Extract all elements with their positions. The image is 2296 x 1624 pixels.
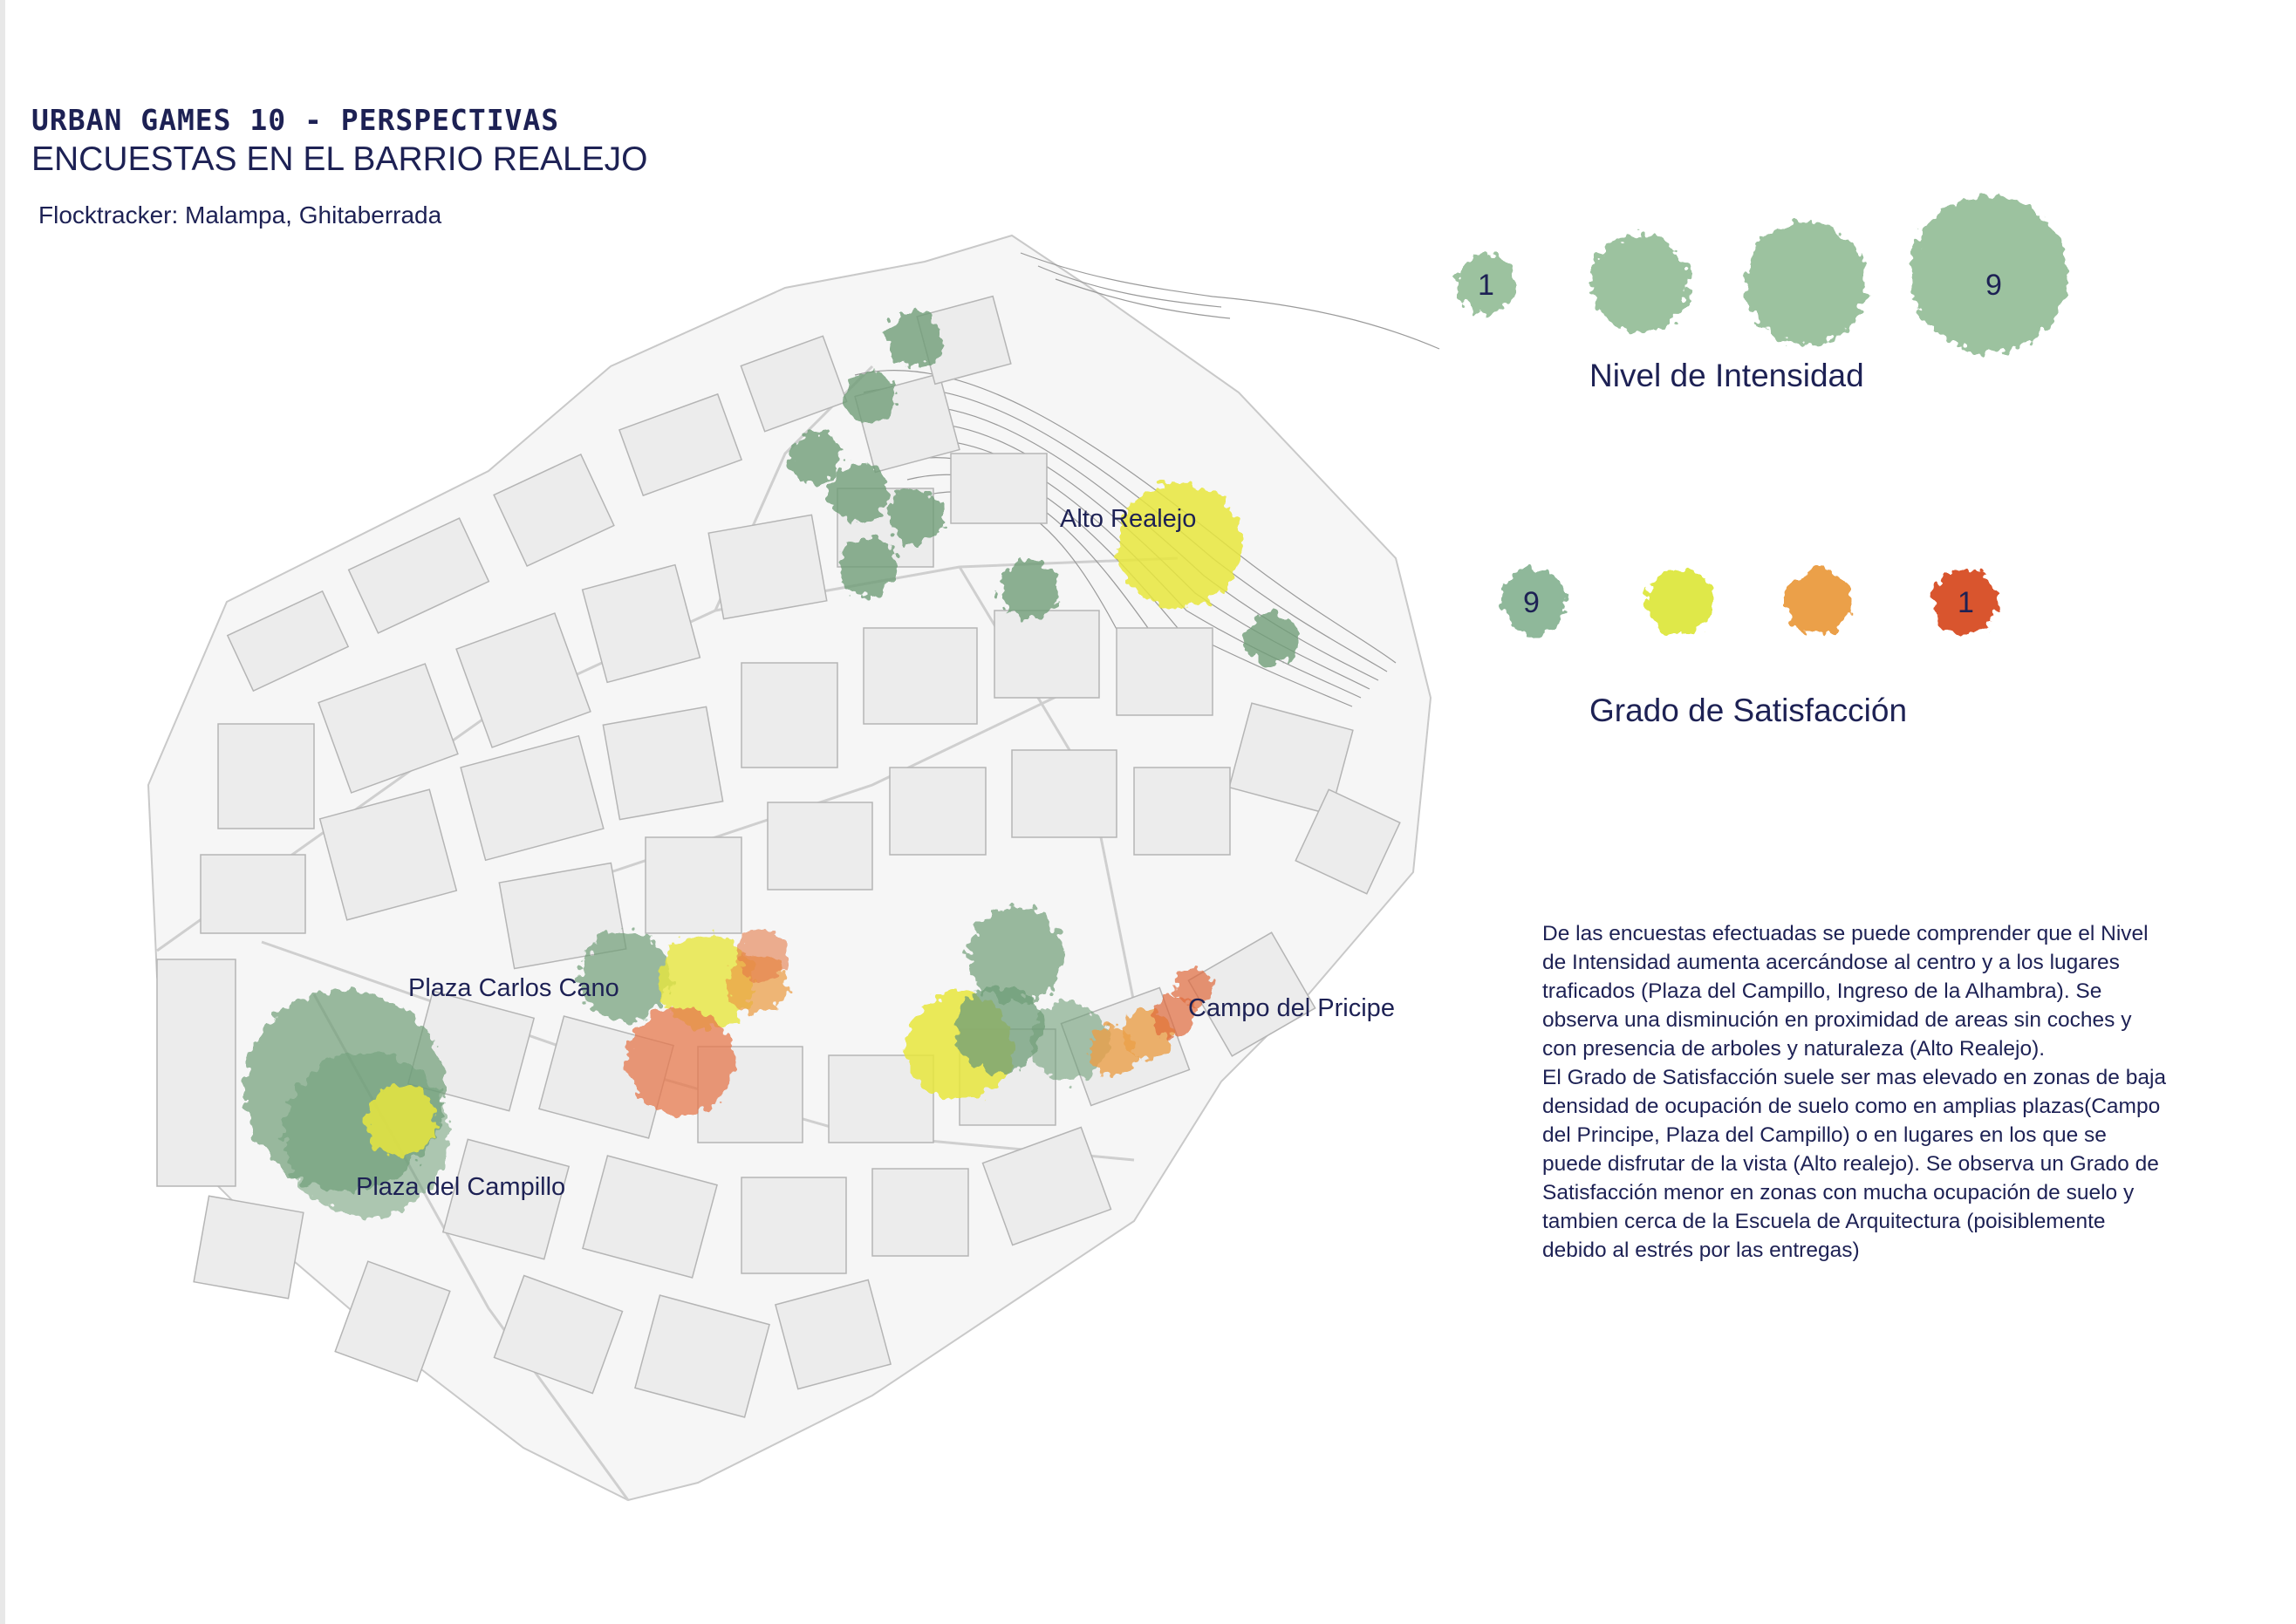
- satisfaction-swatch-1: [1932, 569, 1999, 635]
- marker-green: [579, 931, 670, 1022]
- intensity-max-label: 9: [1985, 269, 2002, 302]
- survey-markers: [244, 312, 1298, 1217]
- marker-green: [886, 312, 942, 368]
- credits: Flocktracker: Malampa, Ghitaberrada: [38, 201, 442, 229]
- satisfaction-swatch-4: [1786, 569, 1852, 635]
- analysis-paragraph-satisfaction: El Grado de Satisfacción suele ser mas e…: [1542, 1066, 2167, 1262]
- marker-yellow: [659, 933, 755, 1029]
- marker-red: [1174, 968, 1213, 1006]
- analysis-text: De las encuestas efectuadas se puede com…: [1542, 919, 2167, 1265]
- intensity-size-9: [1910, 196, 2067, 353]
- label-alto-realejo: Alto Realejo: [1060, 505, 1196, 533]
- intensity-size-3: [1591, 235, 1689, 332]
- page-title: ENCUESTAS EN EL BARRIO REALEJO: [31, 140, 648, 178]
- marker-green: [844, 371, 897, 423]
- intensity-size-1: [1457, 254, 1516, 313]
- marker-green: [955, 986, 1042, 1073]
- series-title: URBAN GAMES 10 - PERSPECTIVAS: [31, 103, 560, 137]
- satisfaction-swatch-7: [1646, 569, 1712, 635]
- intensity-size-6: [1745, 222, 1867, 345]
- intensity-legend: 1 9: [1457, 196, 2067, 353]
- marker-red: [626, 1008, 735, 1116]
- marker-green: [789, 432, 842, 484]
- marker-red: [737, 929, 789, 981]
- marker-green: [830, 463, 889, 522]
- satisfaction-low-label: 1: [1958, 586, 1974, 619]
- marker-green: [1029, 1003, 1108, 1082]
- marker-green: [1246, 612, 1298, 665]
- marker-green: [888, 488, 944, 544]
- label-plaza-carlos-cano: Plaza Carlos Cano: [408, 974, 619, 1002]
- marker-green: [968, 907, 1064, 1003]
- label-plaza-del-campillo: Plaza del Campillo: [356, 1173, 565, 1201]
- satisfaction-swatch-9: [1500, 569, 1567, 635]
- marker-yellow: [366, 1086, 436, 1156]
- satisfaction-legend-title: Grado de Satisfacción: [1589, 693, 1908, 728]
- page-edge: [0, 0, 5, 1624]
- satisfaction-legend: 9 1: [1500, 569, 1999, 635]
- marker-yellow: [1117, 482, 1242, 608]
- analysis-paragraph-intensity: De las encuestas efectuadas se puede com…: [1542, 922, 2149, 1061]
- marker-red: [1152, 995, 1194, 1037]
- intensity-legend-title: Nivel de Intensidad: [1589, 358, 1864, 393]
- intensity-min-label: 1: [1478, 269, 1494, 302]
- satisfaction-high-label: 9: [1523, 586, 1540, 619]
- place-labels: Alto Realejo Plaza Carlos Cano Campo del…: [356, 505, 1395, 1201]
- marker-green: [838, 537, 898, 597]
- label-campo-del-pricipe: Campo del Pricipe: [1188, 994, 1395, 1022]
- header: URBAN GAMES 10 - PERSPECTIVAS ENCUESTAS …: [31, 103, 648, 229]
- marker-green: [1000, 559, 1059, 618]
